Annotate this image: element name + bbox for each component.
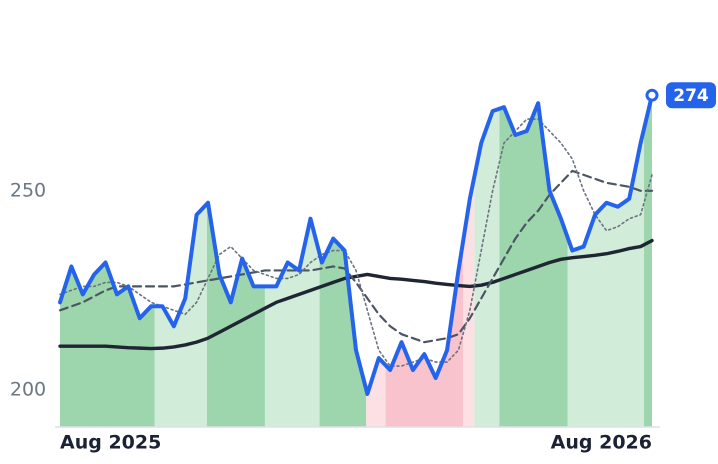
y-tick-label: 200 [10, 378, 46, 400]
band [206, 95, 265, 427]
band [474, 95, 500, 427]
last-point [645, 88, 659, 102]
band [385, 95, 464, 427]
band [264, 95, 320, 427]
price-badge [666, 82, 716, 109]
series-line [58, 169, 654, 344]
band [567, 95, 645, 427]
band [60, 95, 155, 427]
price-badge-label: 274 [673, 86, 709, 106]
band [463, 95, 475, 427]
x-tick-label: Aug 2026 [551, 432, 652, 454]
series-line [58, 238, 654, 351]
line-group [58, 93, 654, 396]
x-tick-label: Aug 2025 [60, 432, 161, 454]
y-tick-label: 250 [10, 179, 46, 201]
series-line [58, 93, 654, 396]
band-group [60, 95, 652, 427]
band [644, 95, 652, 427]
